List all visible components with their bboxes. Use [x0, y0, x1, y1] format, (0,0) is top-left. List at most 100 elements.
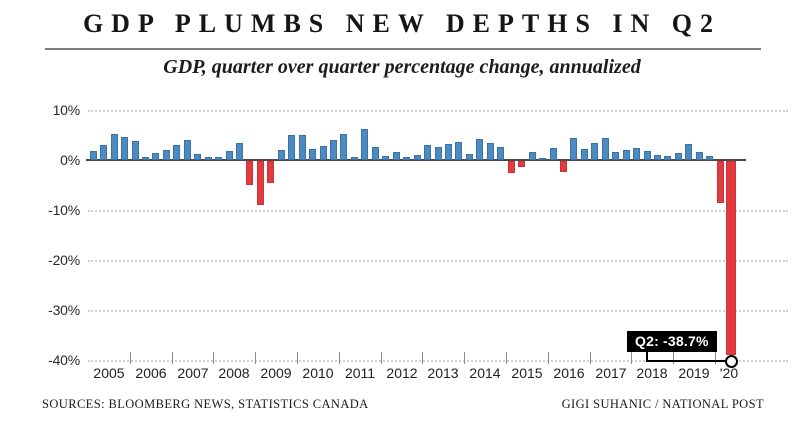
x-axis-year-tick [339, 352, 340, 364]
bar-2011-q4 [372, 147, 379, 160]
bar-2017-q3 [612, 152, 619, 160]
x-axis-year-label: 2014 [469, 365, 501, 381]
bar-2007-q1 [173, 145, 180, 160]
x-axis-year-tick [506, 352, 507, 364]
bar-2006-q2 [142, 157, 149, 160]
x-axis-year-label: 2005 [93, 365, 125, 381]
bar-2015-q1 [508, 161, 515, 173]
bar-2013-q3 [445, 144, 452, 160]
bar-2008-q4 [246, 161, 253, 185]
bar-2019-q4 [706, 156, 713, 160]
y-axis-tick-label: -40% [48, 352, 80, 368]
x-axis-year-label: 2013 [427, 365, 459, 381]
bar-2006-q4 [163, 150, 170, 160]
x-axis-year-label: 2018 [636, 365, 668, 381]
x-axis-year-label: 2008 [218, 365, 250, 381]
x-axis-year-tick [172, 352, 173, 364]
y-axis-tick-label: -10% [48, 202, 80, 218]
bar-20-q2 [726, 161, 736, 355]
bar-2013-q1 [424, 145, 431, 160]
x-axis-year-label: 2016 [553, 365, 585, 381]
bar-2008-q2 [226, 151, 233, 160]
bar-2019-q3 [696, 152, 703, 160]
x-axis-year-label: '20 [719, 365, 739, 381]
gridline--20% [88, 260, 788, 262]
y-axis-tick-label: -20% [48, 252, 80, 268]
gridline--30% [88, 310, 788, 312]
y-axis-tick-label: -30% [48, 302, 80, 318]
x-axis-year-tick [422, 352, 423, 364]
bar-2012-q1 [382, 156, 389, 160]
bar-2016-q1 [550, 148, 557, 160]
bar-2008-q1 [215, 157, 222, 160]
bar-2010-q1 [299, 135, 306, 160]
gridline-10% [88, 110, 788, 112]
bar-2014-q4 [497, 147, 504, 160]
gridline--40% [88, 360, 788, 362]
bar-2007-q3 [194, 154, 201, 160]
bar-2015-q4 [539, 158, 546, 160]
sources-credit: SOURCES: BLOOMBERG NEWS, STATISTICS CANA… [42, 397, 369, 411]
x-axis-year-label: 2009 [260, 365, 292, 381]
x-axis-year-tick [715, 352, 716, 364]
bar-2016-q2 [560, 161, 567, 172]
bar-2011-q3 [361, 129, 368, 160]
x-axis-year-label: 2006 [135, 365, 167, 381]
x-axis-year-tick [673, 352, 674, 364]
bar-2009-q2 [267, 161, 274, 183]
bar-2012-q4 [414, 155, 421, 160]
x-axis-year-tick [548, 352, 549, 364]
bar-2005-q4 [121, 137, 128, 160]
bar-2019-q1 [675, 153, 682, 160]
bar-2015-q3 [529, 152, 536, 160]
bar-2014-q2 [476, 139, 483, 160]
bar-2014-q3 [487, 143, 494, 160]
x-axis-year-tick [631, 352, 632, 364]
bar-2006-q1 [132, 141, 139, 160]
title-divider [45, 48, 761, 50]
bar-2005-q3 [111, 134, 118, 160]
x-axis-year-label: 2015 [511, 365, 543, 381]
bar-2009-q4 [288, 135, 295, 160]
annotation-callout: Q2: -38.7% [627, 331, 717, 352]
chart-title: GDP PLUMBS NEW DEPTHS IN Q2 [82, 9, 722, 38]
bar-2005-q2 [100, 145, 107, 160]
bar-2013-q4 [455, 142, 462, 160]
x-axis-year-label: 2007 [177, 365, 209, 381]
bar-2017-q2 [602, 138, 609, 160]
bar-2012-q3 [403, 157, 410, 160]
bar-2014-q1 [466, 154, 473, 160]
bar-2009-q3 [278, 150, 285, 160]
bar-2018-q4 [664, 156, 671, 160]
bar-2019-q2 [685, 144, 692, 160]
bar-2011-q1 [340, 134, 347, 160]
bar-2010-q2 [309, 149, 316, 160]
bar-2010-q4 [330, 140, 337, 160]
bar-2011-q2 [351, 157, 358, 160]
x-axis-year-label: 2012 [386, 365, 418, 381]
bar-2018-q1 [633, 148, 640, 160]
bar-2012-q2 [393, 152, 400, 160]
bar-2007-q4 [205, 157, 212, 160]
x-axis-year-label: 2017 [595, 365, 627, 381]
bar-2008-q3 [236, 143, 243, 160]
x-axis-year-label: 2010 [302, 365, 334, 381]
x-axis-year-label: 2019 [678, 365, 710, 381]
bar-2007-q2 [184, 140, 191, 160]
bar-2017-q1 [591, 143, 598, 160]
y-axis-tick-label: 10% [52, 102, 81, 118]
bar-2015-q2 [518, 161, 525, 167]
annotation-marker-circle [725, 355, 738, 368]
x-axis-year-tick [590, 352, 591, 364]
x-axis-year-tick [213, 352, 214, 364]
x-axis-year-tick [255, 352, 256, 364]
bar-2010-q3 [320, 146, 327, 160]
bar-2013-q2 [435, 147, 442, 160]
bar-2016-q3 [570, 138, 577, 160]
bar-2006-q3 [152, 153, 159, 160]
annotation-connector-horizontal [646, 360, 726, 362]
x-axis-year-label: 2011 [344, 365, 376, 381]
bar-2017-q4 [623, 150, 630, 160]
x-axis-zero-line [86, 159, 746, 161]
